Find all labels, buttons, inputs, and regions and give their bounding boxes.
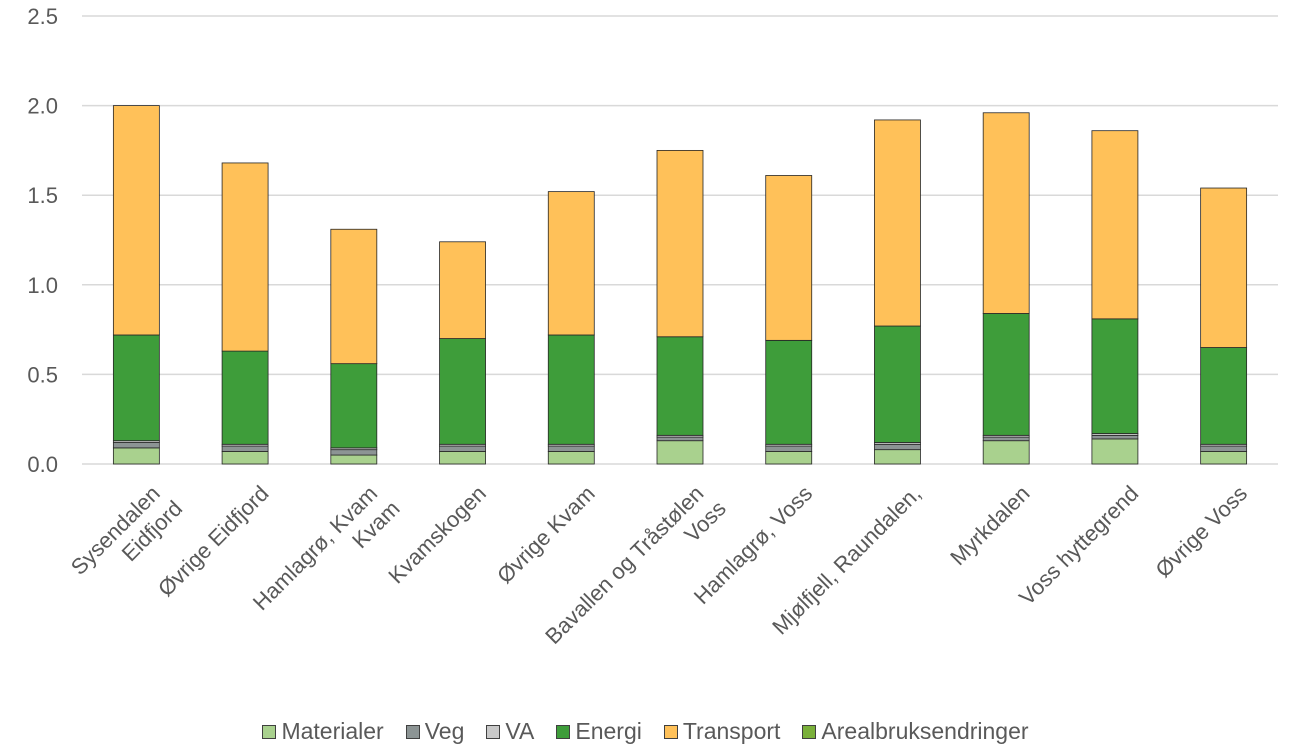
bar-stack [765,175,813,465]
bar-segment-materialer [330,454,378,465]
bar-stack [330,228,378,465]
bar-stack [547,191,595,465]
bar-segment-energi [982,313,1030,436]
bar-segment-transport [330,228,378,365]
bar-segment-transport [112,105,160,336]
bar-segment-energi [765,339,813,445]
legend-item: Energi [556,718,642,745]
y-tick-label: 2.0 [27,94,58,119]
bar-segment-veg [112,442,160,449]
legend-swatch [663,724,678,739]
x-tick-label: Kvamskogen [383,481,491,589]
bar-segment-transport [982,112,1030,314]
bar-segment-veg [330,449,378,456]
x-tick-label-line: Øvrige Kvam [492,481,600,589]
legend: Materialer Veg VA Energi Transport Arealbruks… [0,718,1291,745]
legend-item: Arealbruksendringer [802,718,1029,745]
bar-segment-transport [765,175,813,341]
bars [112,105,1248,465]
y-tick-label: 0.0 [27,452,58,477]
bar-stack [982,112,1030,465]
bar-segment-energi [874,325,921,443]
legend-label: Transport [682,718,781,744]
y-tick-label: 2.5 [27,4,58,29]
legend-item: Transport [663,718,781,745]
x-tick-label: Øvrige Voss [1151,481,1253,583]
bar-segment-veg [439,445,486,452]
bar-segment-materialer [1200,451,1248,465]
bar-segment-energi [547,334,595,445]
legend-label: VA [505,718,535,744]
y-tick-label: 1.0 [27,273,58,298]
bar-segment-materialer [439,451,486,465]
bar-segment-energi [330,363,378,449]
bar-segment-energi [112,334,160,442]
legend-label: Materialer [281,718,384,744]
bar-stack [439,241,486,465]
legend-swatch [262,724,277,739]
x-tick-label-line: Øvrige Voss [1151,481,1253,583]
bar-segment-transport [221,162,269,352]
bar-segment-transport [547,191,595,336]
legend-swatch [405,724,420,739]
legend-swatch [486,724,501,739]
legend-item: Materialer [262,718,384,745]
x-tick-label: Øvrige Kvam [492,481,600,589]
bar-stack [1091,130,1139,465]
bar-segment-veg [221,445,269,452]
bar-segment-materialer [112,447,160,465]
x-tick-label-line: Kvamskogen [383,481,491,589]
legend-item: Veg [405,718,465,745]
legend-label: Energi [575,718,642,744]
legend-label: Arealbruksendringer [821,718,1029,744]
bar-stack [1200,187,1248,465]
bar-segment-materialer [765,451,813,465]
bar-segment-veg [765,445,813,452]
bar-segment-veg [547,445,595,452]
x-tick-label: Voss hyttegrend [1014,481,1143,610]
y-tick-label: 0.5 [27,362,58,387]
bar-segment-veg [1091,434,1139,440]
stacked-bar-chart: 0.0 0.5 1.0 1.5 2.0 2.5 SysendalenEidfjordØvr… [27,4,1278,649]
y-tick-label: 1.5 [27,183,58,208]
y-axis: 0.0 0.5 1.0 1.5 2.0 2.5 [27,4,58,477]
bar-segment-transport [1200,187,1248,348]
legend-swatch [802,724,817,739]
bar-stack [656,149,704,465]
x-tick-label: Myrkdalen [945,481,1034,570]
x-tick-label-line: Voss hyttegrend [1014,481,1143,610]
bar-segment-transport [439,241,486,339]
bar-stack [221,162,269,465]
bar-segment-veg [982,436,1030,442]
bar-segment-materialer [656,440,704,465]
bar-segment-materialer [221,451,269,465]
x-tick-label-line: Myrkdalen [945,481,1034,570]
bar-segment-energi [1091,318,1139,434]
bar-stack [112,105,160,465]
bar-segment-transport [874,119,921,327]
bar-segment-energi [221,350,269,445]
bar-segment-veg [1200,445,1248,452]
bar-segment-energi [656,336,704,436]
bar-segment-veg [874,443,921,451]
bar-segment-materialer [874,449,921,465]
bar-segment-energi [439,338,486,445]
bar-segment-transport [656,149,704,338]
bar-segment-transport [1091,130,1139,320]
bar-segment-energi [1200,347,1248,445]
bar-segment-materialer [1091,438,1139,465]
legend-label: Veg [424,718,465,744]
bar-stack [874,119,921,465]
bar-segment-veg [656,436,704,442]
legend-item: VA [486,718,534,745]
bar-segment-materialer [982,440,1030,465]
legend-swatch [556,724,571,739]
bar-segment-materialer [547,451,595,465]
